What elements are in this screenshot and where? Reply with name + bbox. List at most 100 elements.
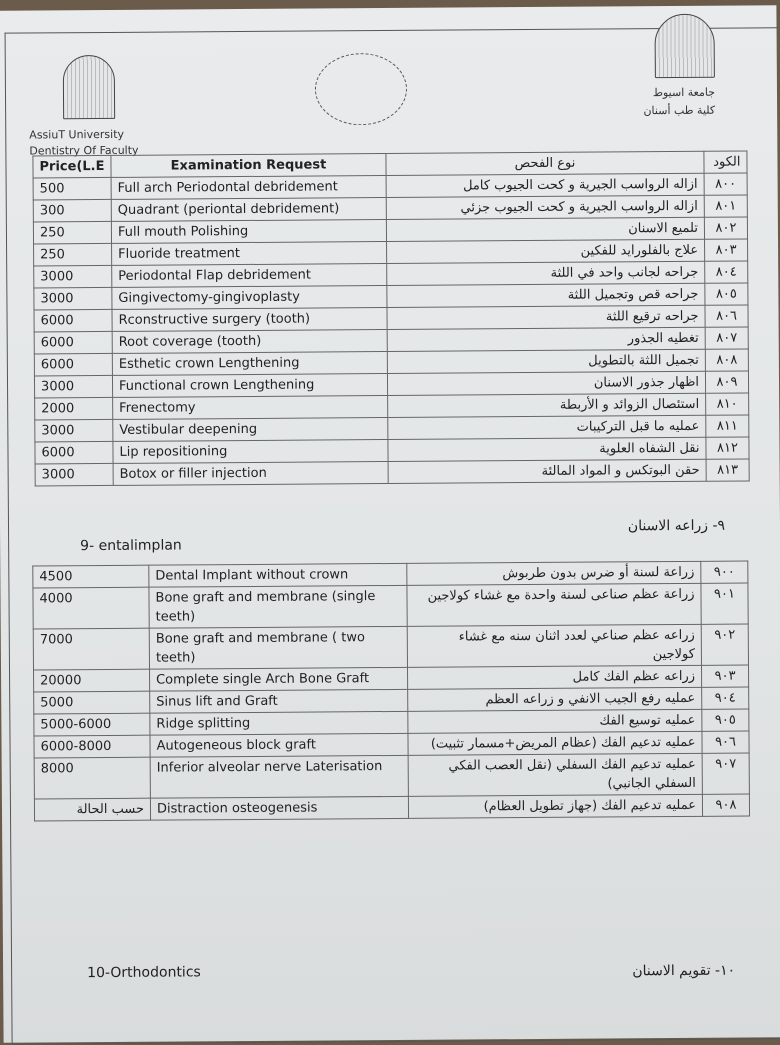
- exam-cell: Autogeneous block graft: [149, 733, 409, 758]
- code-cell: ٨٠٤: [704, 260, 748, 284]
- price-cell: 3000: [33, 287, 112, 310]
- price-cell: 6000: [34, 353, 113, 376]
- table-row: 4000 Bone graft and membrane (single teet…: [32, 583, 749, 629]
- exam-ar-cell: عمليه رفع الجيب الانفي و زراعه العظم: [407, 687, 702, 712]
- exam-cell: Root coverage (tooth): [112, 329, 388, 354]
- exam-ar-cell: ازاله الرواسب الجيرية و كحت الجيوب كامل: [386, 173, 705, 198]
- code-cell: ٨٠٥: [704, 282, 748, 306]
- code-cell: ٩٠٣: [701, 665, 749, 688]
- price-cell: 20000: [33, 669, 150, 692]
- price-cell: 3000: [35, 463, 114, 486]
- exam-cell: Esthetic crown Lengthening: [112, 351, 388, 376]
- code-cell: ٨٠٣: [704, 238, 748, 262]
- exam-cell: Complete single Arch Bone Graft: [149, 667, 408, 692]
- exam-ar-cell: زراعة لسنة أو ضرس بدون طربوش: [406, 561, 701, 586]
- code-cell: ٨١٠: [705, 392, 749, 416]
- exam-cell: Fluoride treatment: [111, 241, 387, 266]
- code-cell: ٩٠١: [700, 583, 749, 625]
- exam-cell: Sinus lift and Graft: [149, 689, 408, 714]
- table-row: حسب الحالة Distraction osteogenesis عمليه …: [34, 793, 750, 821]
- price-header: Price(L.E: [32, 155, 112, 178]
- exam-cell: Gingivectomy-gingivoplasty: [111, 285, 387, 310]
- code-cell: ٨١٣: [706, 458, 750, 482]
- university-logo: [654, 13, 715, 79]
- exam-cell: Inferior alveolar nerve Laterisation: [150, 755, 409, 799]
- exam-cell: Rconstructive surgery (tooth): [111, 307, 388, 332]
- code-cell: ٩٠٧: [702, 752, 750, 795]
- exam-cell: Bone graft and membrane ( two teeth): [149, 626, 408, 670]
- code-cell: ٨٠٠: [704, 172, 748, 196]
- table-row: 3000 Botox or filler injection حقن البوتكس…: [35, 458, 750, 486]
- exam-ar-cell: زراعة عظم صناعى لسنة واحدة مع غشاء كولاج…: [406, 583, 702, 627]
- faculty-name-ar: كلية طب أسنان: [643, 103, 716, 118]
- faculty-logo: [62, 54, 116, 120]
- section-9-title-ar: ٩- زراعه الاسنان: [627, 517, 726, 535]
- exam-ar-cell: عمليه ما قبل التركيبات: [387, 415, 706, 440]
- price-cell: 250: [33, 243, 112, 266]
- code-cell: ٨٠١: [704, 194, 748, 218]
- code-cell: ٩٠٠: [700, 561, 748, 584]
- price-cell: 5000: [33, 691, 150, 714]
- price-cell: 3000: [33, 265, 112, 288]
- exam-ar-cell: تغطيه الجذور: [387, 327, 706, 352]
- section-10-title-ar: ١٠- تقويم الاسنان: [632, 962, 736, 980]
- code-cell: ٨١١: [705, 414, 749, 438]
- document-page: جامعة اسيوط كلية طب أسنان AssiuT Univers…: [0, 5, 780, 1045]
- code-cell: ٩٠٦: [701, 730, 750, 754]
- exam-cell: Full mouth Polishing: [111, 219, 387, 244]
- code-cell: ٩٠٢: [701, 624, 749, 666]
- exam-ar-cell: اظهار جذور الاسنان: [387, 371, 706, 396]
- price-cell: حسب الحالة: [34, 798, 151, 821]
- code-cell: ٨٠٢: [704, 216, 748, 240]
- price-cell: 250: [33, 221, 112, 244]
- price-cell: 4000: [32, 587, 150, 629]
- code-cell: ٨٠٧: [705, 326, 749, 350]
- price-cell: 3000: [34, 419, 113, 442]
- exam-ar-cell: زراعه عظم صناعي لعدد اثنان سنه مع غشاء ك…: [407, 624, 702, 668]
- university-name-ar: جامعة اسيوط: [652, 85, 716, 100]
- code-cell: ٨١٢: [705, 436, 750, 460]
- exam-cell: Periodontal Flap debridement: [111, 263, 387, 288]
- price-cell: 6000-8000: [33, 735, 151, 758]
- university-name-en: AssiuT University: [29, 127, 125, 142]
- exam-ar-cell: ازاله الرواسب الجيرية و كحت الجيوب جزئي: [386, 195, 705, 220]
- section-9-title: 9- entalimplan: [80, 537, 182, 555]
- exam-ar-cell: استئصال الزوائد و الأربطة: [387, 393, 706, 418]
- exam-cell: Bone graft and membrane (single teeth): [148, 585, 408, 629]
- periodontics-table: Price(L.E Examination Request نوع الفحص …: [32, 150, 750, 486]
- code-cell: ٨٠٦: [704, 304, 749, 328]
- price-cell: 5000-6000: [33, 713, 150, 736]
- exam-cell: Frenectomy: [112, 395, 388, 420]
- exam-ar-cell: زراعه عظم الفك كامل: [407, 665, 702, 690]
- exam-cell: Quadrant (periontal debridement): [111, 197, 387, 222]
- exam-cell: Dental Implant without crown: [148, 563, 407, 588]
- exam-ar-cell: جراحه لجانب واحد في اللثة: [386, 261, 705, 286]
- table-row: 8000 Inferior alveolar nerve Laterisation…: [34, 752, 750, 799]
- price-cell: 300: [33, 199, 112, 222]
- exam-ar-cell: عمليه تدعيم الفك (عظام المريض+مسمار تثبي…: [407, 731, 703, 756]
- code-cell: ٩٠٥: [701, 708, 749, 732]
- exam-cell: Full arch Periodontal debridement: [111, 175, 387, 200]
- price-cell: 2000: [34, 397, 113, 420]
- price-cell: 8000: [34, 757, 151, 799]
- price-cell: 500: [33, 177, 112, 200]
- implant-table: 4500 Dental Implant without crown زراعة لس…: [32, 560, 750, 821]
- exam-cell: Lip repositioning: [112, 439, 389, 464]
- exam-cell: Ridge splitting: [149, 711, 408, 736]
- code-cell: ٨٠٩: [705, 370, 749, 394]
- exam-ar-cell: تلميع الاسنان: [386, 217, 705, 242]
- exam-ar-cell: عمليه توسيع الفك: [407, 709, 702, 734]
- university-stamp: [314, 52, 408, 126]
- exam-cell: Functional crown Lengthening: [112, 373, 388, 398]
- exam-cell: Distraction osteogenesis: [150, 796, 409, 821]
- price-cell: 4500: [32, 565, 149, 588]
- code-header: الكود: [703, 150, 748, 174]
- exam-ar-cell: جراحه قص وتجميل اللثة: [386, 283, 705, 308]
- price-cell: 7000: [33, 628, 150, 670]
- section-10-title: 10-Orthodontics: [87, 964, 201, 982]
- exam-ar-header: نوع الفحص: [385, 151, 705, 176]
- exam-ar-cell: جراحه ترقيع اللثة: [386, 305, 706, 330]
- code-cell: ٩٠٤: [701, 687, 749, 710]
- exam-ar-cell: عمليه تدعيم الفك (جهاز تطويل العظام): [408, 794, 703, 819]
- exam-header: Examination Request: [110, 153, 387, 178]
